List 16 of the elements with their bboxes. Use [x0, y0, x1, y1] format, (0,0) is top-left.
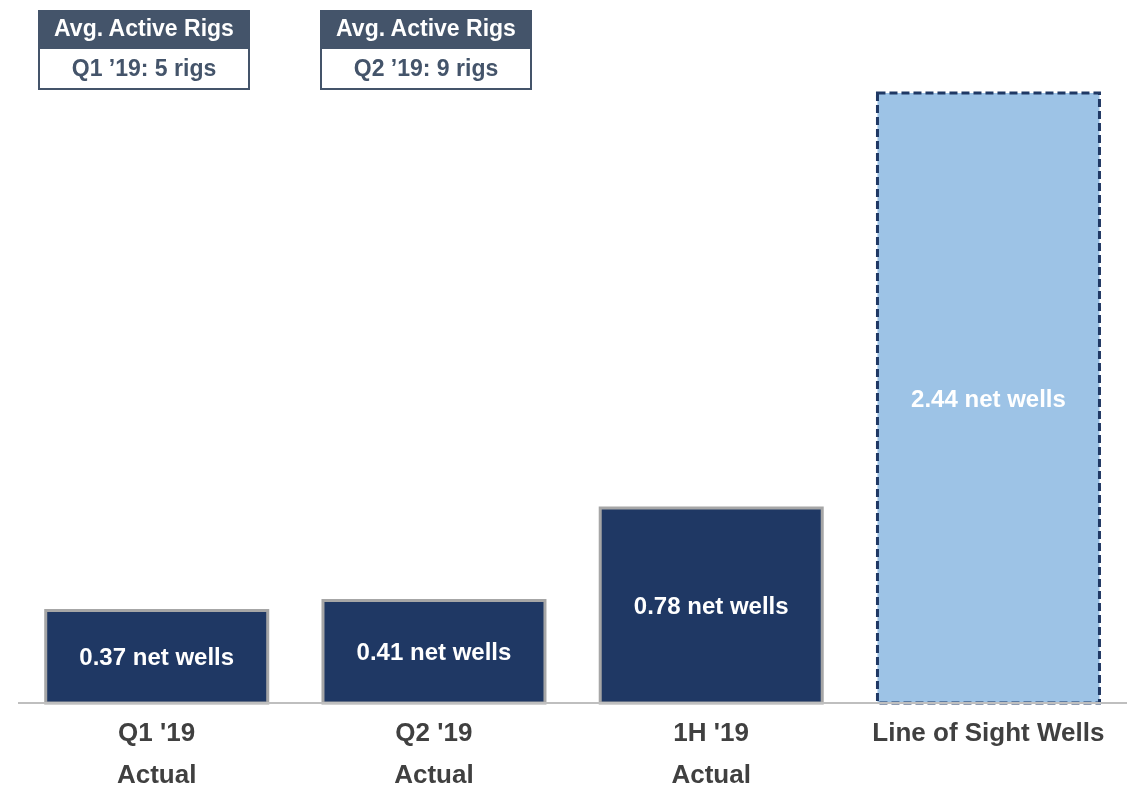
x-tick-label: Q1 '19 Actual: [116, 717, 197, 789]
bar: [321, 599, 547, 705]
text: Q2 ’19: 9 rigs: [320, 47, 532, 90]
data-label: 2.44 net wells: [911, 384, 1066, 412]
text: Q1 ’19: 5 rigs: [38, 47, 250, 90]
x-tick-label: Line of Sight Wells: [872, 717, 1105, 747]
bar: [875, 91, 1101, 705]
bar: [44, 609, 270, 705]
bar: [598, 506, 824, 705]
text: Avg. Active Rigs: [38, 10, 250, 47]
text: Avg. Active Rigs: [320, 10, 532, 47]
x-tick-label: Q2 '19 Actual: [394, 717, 474, 789]
data-label: 0.78 net wells: [633, 592, 789, 620]
data-label: 0.37 net wells: [79, 643, 235, 671]
x-tick-label: 1H '19 Actual: [671, 717, 751, 789]
data-label: 0.41 net wells: [356, 638, 512, 666]
